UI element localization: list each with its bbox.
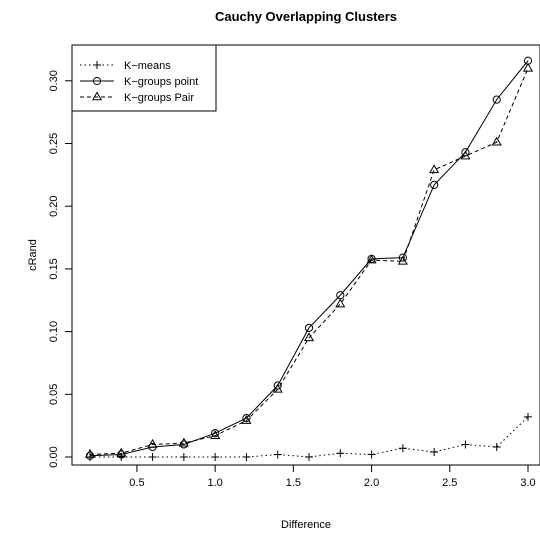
legend-label-k-groups-point: K−groups point — [124, 76, 198, 88]
point-k-groups-point — [430, 180, 439, 189]
point-k-groups-pair — [272, 383, 283, 393]
point-k-means — [211, 453, 220, 461]
point-k-groups-pair — [460, 150, 471, 160]
point-k-means — [179, 453, 188, 461]
series-line-k-groups-pair — [89, 68, 529, 455]
point-k-means — [398, 444, 407, 453]
point-k-means — [148, 453, 157, 461]
x-tick-label: 1.5 — [286, 477, 301, 489]
series-k-means — [86, 412, 532, 461]
y-tick-label: 0.15 — [48, 258, 60, 279]
y-tick-label: 0.30 — [48, 70, 60, 91]
x-tick-label: 2.5 — [442, 477, 457, 489]
legend-marker-k-groups-point — [92, 76, 102, 86]
y-axis: 0.00 0.05 0.10 0.15 0.20 0.25 0.30 — [48, 70, 73, 468]
point-k-groups-point — [398, 253, 407, 262]
point-k-groups-point — [492, 95, 501, 104]
point-k-means — [367, 450, 376, 459]
series-layer — [84, 56, 534, 461]
series-line-k-means — [90, 416, 529, 458]
series-k-groups-point — [85, 56, 533, 460]
point-k-groups-point — [304, 323, 314, 332]
legend-marker-k-means — [93, 61, 101, 69]
point-k-groups-pair — [303, 332, 315, 342]
point-k-groups-pair — [210, 430, 221, 439]
point-k-means — [524, 412, 532, 421]
series-k-groups-pair — [84, 62, 534, 458]
y-tick-label: 0.05 — [48, 384, 60, 405]
y-tick-label: 0.10 — [48, 321, 60, 342]
x-tick-label: 0.5 — [129, 477, 144, 489]
point-k-means — [430, 447, 439, 456]
point-k-means — [336, 449, 345, 458]
point-k-groups-point — [242, 414, 251, 423]
x-axis: 0.5 1.0 1.5 2.0 2.5 3.0 — [129, 464, 536, 489]
point-k-means — [273, 450, 282, 459]
point-k-groups-pair — [84, 448, 96, 458]
series-line-k-groups-point — [89, 60, 529, 457]
point-k-means — [461, 440, 470, 449]
point-k-groups-pair — [491, 136, 502, 146]
x-tick-label: 1.0 — [207, 477, 222, 489]
point-k-groups-pair — [116, 447, 127, 457]
point-k-groups-pair — [366, 254, 377, 264]
point-k-means — [242, 453, 251, 461]
point-k-groups-pair — [335, 298, 346, 308]
x-tick-label: 2.0 — [364, 477, 379, 489]
point-k-groups-point — [211, 429, 220, 438]
point-k-groups-pair — [522, 62, 534, 72]
legend-label-k-groups-pair: K−groups Pair — [124, 92, 194, 104]
y-tick-label: 0.25 — [48, 133, 60, 154]
point-k-means — [492, 442, 501, 451]
point-k-groups-pair — [241, 415, 252, 424]
y-tick-label: 0.20 — [48, 195, 60, 216]
point-k-groups-pair — [178, 437, 189, 447]
point-k-groups-pair — [429, 164, 440, 174]
point-k-means — [305, 453, 313, 461]
legend: K−means K−groups point K−groups Pair — [71, 44, 217, 112]
x-axis-label: Difference — [281, 519, 331, 531]
legend-label-k-means: K−means — [124, 60, 171, 72]
y-axis-label: cRand — [27, 239, 39, 271]
legend-marker-k-groups-pair — [91, 91, 103, 101]
point-k-groups-pair — [397, 255, 408, 265]
point-k-groups-pair — [147, 438, 158, 448]
y-tick-label: 0.00 — [48, 446, 60, 467]
x-tick-label: 3.0 — [520, 477, 535, 489]
chart-title: Cauchy Overlapping Clusters — [215, 9, 397, 24]
